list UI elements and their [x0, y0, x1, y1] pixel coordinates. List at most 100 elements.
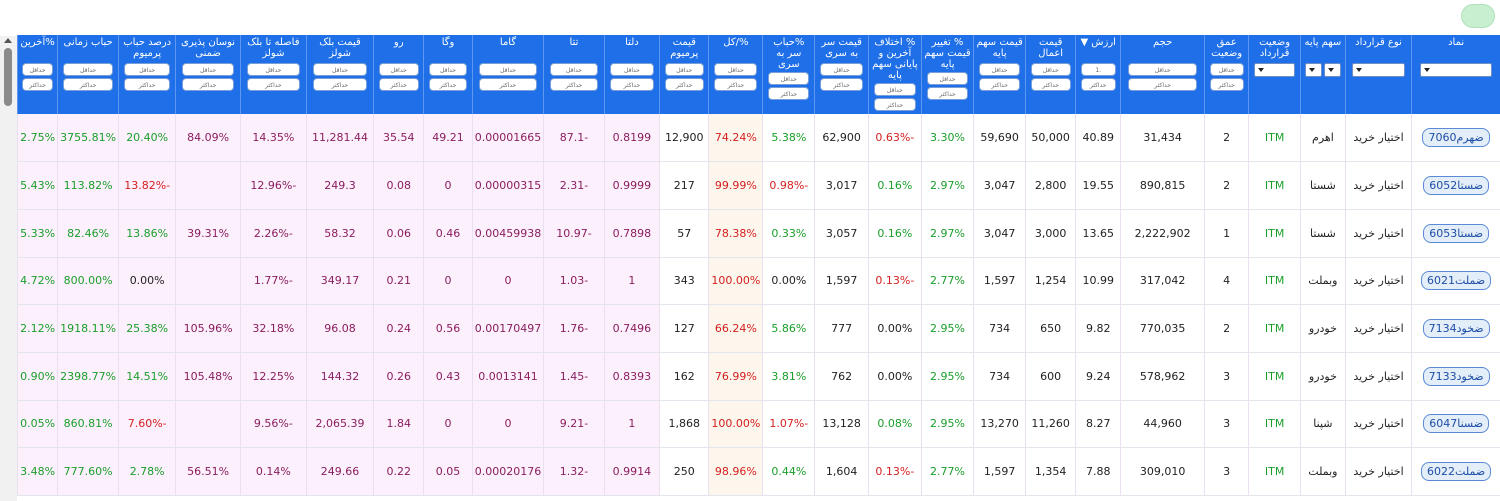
symbol-link[interactable]: ضستا6053	[1423, 223, 1490, 243]
filter-min-premium[interactable]: حداقل	[664, 63, 704, 76]
cell-symbol[interactable]: ضستا6052	[1411, 161, 1500, 210]
filter-max-last[interactable]: حداکثر	[22, 78, 54, 91]
header-base[interactable]: سهم پایه	[1300, 35, 1346, 114]
filter-min-time_bubble[interactable]: حداقل	[63, 63, 113, 76]
filter-min-breakeven_pct[interactable]: حداقل	[768, 72, 810, 85]
filter-max-iv[interactable]: حداکثر	[181, 78, 235, 91]
filter-max-base_price[interactable]: حداکثر	[979, 78, 1021, 91]
symbol-link[interactable]: ضستا6052	[1423, 176, 1490, 196]
header-gamma[interactable]: گاما حداقل حداکثر	[471, 35, 544, 114]
header-delta[interactable]: دلتا حداقل حداکثر	[603, 35, 660, 114]
filter-max-breakeven[interactable]: حداکثر	[820, 78, 864, 91]
filter-min-gamma[interactable]: حداقل	[478, 63, 538, 76]
header-base_change[interactable]: % تغییر قیمت سهم پایه حداقل حداکثر	[920, 35, 974, 114]
top-action-button[interactable]	[1461, 4, 1495, 28]
filter-max-gamma[interactable]: حداکثر	[478, 78, 538, 91]
filter-min-iv[interactable]: حداقل	[181, 63, 235, 76]
header-time_bubble[interactable]: حباب زمانی حداقل حداکثر	[57, 35, 119, 114]
filter-max-delta[interactable]: حداکثر	[609, 78, 655, 91]
header-strike[interactable]: قیمت اعمال حداقل حداکثر	[1025, 35, 1076, 114]
filter-max-vega[interactable]: حداکثر	[428, 78, 468, 91]
filter-min-theta[interactable]: حداقل	[549, 63, 599, 76]
filter-min-premium_bubble[interactable]: حداقل	[124, 63, 171, 76]
header-bs_distance[interactable]: فاصله تا بلک شولز حداقل حداکثر	[239, 35, 307, 114]
header-theta[interactable]: تتا حداقل حداکثر	[543, 35, 605, 114]
filter-max-strike[interactable]: حداکثر	[1030, 78, 1071, 91]
table-row[interactable]: ضستا6052 اختیار خرید شستا ITM 2 890,815 19.55 2…	[17, 161, 1500, 210]
header-breakeven_pct[interactable]: %حباب سر به سری حداقل حداکثر	[762, 35, 815, 114]
filter-min-last[interactable]: حداقل	[22, 63, 54, 76]
table-row[interactable]: ضخود7133 اختیار خرید خودرو ITM 3 578,962 9.24 6…	[17, 352, 1500, 401]
symbol-link[interactable]: ضهرم7060	[1422, 128, 1490, 148]
header-premium_bubble[interactable]: درصد حباب پرمیوم حداقل حداکثر	[118, 35, 176, 114]
header-status[interactable]: وضعیت قرارداد	[1248, 35, 1301, 114]
filter-min-breakeven[interactable]: حداقل	[820, 63, 864, 76]
cell-symbol[interactable]: ضخود7134	[1411, 304, 1500, 353]
header-base_price[interactable]: قیمت سهم پایه حداقل حداکثر	[973, 35, 1026, 114]
header-last[interactable]: %آخرین حداقل حداکثر	[17, 35, 58, 114]
cell-symbol[interactable]: ضملت6022	[1411, 447, 1500, 496]
filter-min-base_change[interactable]: حداقل	[926, 72, 969, 85]
filter-min-vega[interactable]: حداقل	[428, 63, 468, 76]
symbol-link[interactable]: ضملت6022	[1421, 462, 1492, 482]
header-type[interactable]: نوع قرارداد	[1344, 35, 1412, 114]
symbol-link[interactable]: ضخود7134	[1422, 319, 1490, 339]
scroll-thumb[interactable]	[4, 48, 12, 106]
filter-min-bs_distance[interactable]: حداقل	[246, 63, 301, 76]
header-premium[interactable]: قیمت پرمیوم حداقل حداکثر	[659, 35, 709, 114]
filter-min-volume[interactable]: حداقل	[1127, 63, 1198, 76]
cell-symbol[interactable]: ضهرم7060	[1411, 114, 1500, 163]
filter-min-diff_last[interactable]: حداقل	[873, 83, 916, 96]
filter-min-rho[interactable]: حداقل	[378, 63, 419, 76]
filter-max-volume[interactable]: حداکثر	[1127, 78, 1198, 91]
filter-max-premium_bubble[interactable]: حداکثر	[124, 78, 171, 91]
filter-min-value[interactable]: .1	[1080, 63, 1116, 76]
filter-max-breakeven_pct[interactable]: حداکثر	[768, 87, 810, 100]
cell-symbol[interactable]: ضسنا6047	[1411, 400, 1500, 449]
filter-max-value[interactable]: حداکثر	[1080, 78, 1116, 91]
header-depth[interactable]: عمق وضعیت حداقل حداکثر	[1204, 35, 1249, 114]
header-volume[interactable]: حجم حداقل حداکثر	[1120, 35, 1205, 114]
filter-select-type[interactable]	[1352, 63, 1405, 77]
table-row[interactable]: ضملت6021 اختیار خرید وبملت ITM 4 317,042 10.99…	[17, 257, 1500, 306]
symbol-link[interactable]: ضملت6021	[1421, 271, 1492, 291]
header-symbol[interactable]: نماد	[1411, 35, 1500, 114]
symbol-link[interactable]: ضخود7133	[1422, 366, 1490, 386]
table-row[interactable]: ضسنا6047 اختیار خرید شپنا ITM 3 44,960 8.27 11,…	[17, 400, 1500, 449]
table-row[interactable]: ضخود7134 اختیار خرید خودرو ITM 2 770,035 9.82 6…	[17, 304, 1500, 353]
table-row[interactable]: ضهرم7060 اختیار خرید اهرم ITM 2 31,434 40.89 50…	[17, 114, 1500, 163]
filter-max-depth[interactable]: حداکثر	[1209, 78, 1244, 91]
header-rho[interactable]: رو حداقل حداکثر	[373, 35, 424, 114]
filter-max-premium[interactable]: حداکثر	[664, 78, 704, 91]
header-pct_total[interactable]: %/کل حداقل حداکثر	[708, 35, 763, 114]
filter-max-bs_distance[interactable]: حداکثر	[246, 78, 301, 91]
filter-max-bs_price[interactable]: حداکثر	[312, 78, 368, 91]
filter-select-base[interactable]	[1305, 63, 1322, 77]
filter-max-pct_total[interactable]: حداکثر	[714, 78, 758, 91]
table-row[interactable]: ضملت6022 اختیار خرید وبملت ITM 3 309,010 7.88 1…	[17, 447, 1500, 496]
cell-symbol[interactable]: ضخود7133	[1411, 352, 1500, 401]
vertical-scrollbar[interactable]	[0, 36, 17, 501]
filter-min-base_price[interactable]: حداقل	[979, 63, 1021, 76]
filter-max-theta[interactable]: حداکثر	[549, 78, 599, 91]
filter-max-base_change[interactable]: حداکثر	[926, 87, 969, 100]
header-breakeven[interactable]: قیمت سر به سری حداقل حداکثر	[814, 35, 869, 114]
filter-select-status[interactable]	[1254, 63, 1295, 77]
filter-min-depth[interactable]: حداقل	[1209, 63, 1244, 76]
cell-symbol[interactable]: ضملت6021	[1411, 257, 1500, 306]
filter-select-base[interactable]	[1323, 63, 1341, 77]
symbol-link[interactable]: ضسنا6047	[1423, 414, 1490, 434]
cell-symbol[interactable]: ضستا6053	[1411, 209, 1500, 258]
header-diff_last[interactable]: % اختلاف آخرین و پایانی سهم پایه حداقل حدا…	[867, 35, 922, 114]
filter-max-time_bubble[interactable]: حداکثر	[63, 78, 113, 91]
filter-min-delta[interactable]: حداقل	[609, 63, 655, 76]
table-row[interactable]: ضستا6053 اختیار خرید شستا ITM 1 2,222,902 13.6…	[17, 209, 1500, 258]
scroll-up-icon[interactable]	[4, 38, 12, 43]
header-vega[interactable]: وگا حداقل حداکثر	[423, 35, 473, 114]
filter-select-symbol[interactable]	[1420, 63, 1493, 77]
filter-min-bs_price[interactable]: حداقل	[312, 63, 368, 76]
header-value[interactable]: ارزش ▼ .1 حداکثر	[1075, 35, 1121, 114]
header-bs_price[interactable]: قیمت بلک شولز حداقل حداکثر	[305, 35, 374, 114]
filter-min-strike[interactable]: حداقل	[1030, 63, 1071, 76]
filter-min-pct_total[interactable]: حداقل	[714, 63, 758, 76]
